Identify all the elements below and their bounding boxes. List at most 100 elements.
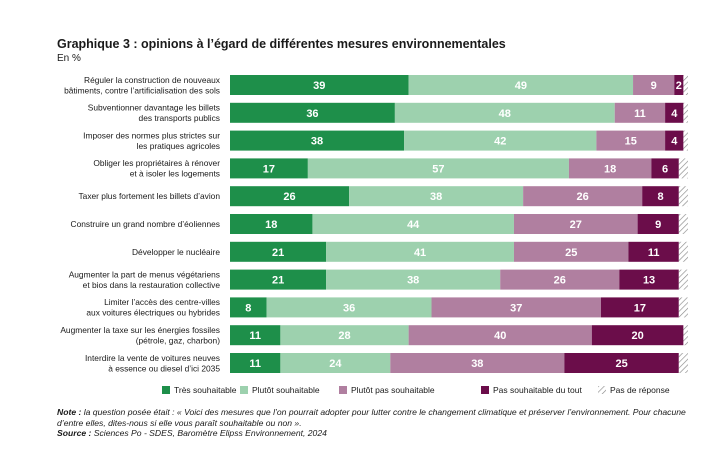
category-label: Imposer des normes plus strictes sur les …	[83, 130, 220, 151]
bar-segment	[642, 186, 679, 207]
chart-unit: En %	[57, 53, 81, 64]
category-label: Obliger les propriétaires à rénover et à …	[93, 158, 220, 179]
data-label: 39	[313, 80, 325, 92]
data-label: 2	[676, 80, 682, 92]
bar-segment	[678, 297, 688, 318]
bar-segment	[307, 158, 569, 179]
bar-segment	[404, 130, 597, 151]
note-label: Note :	[57, 407, 84, 417]
category-label: Réguler la construction de nouveaux bâtim…	[64, 75, 221, 96]
data-label: 11	[648, 247, 660, 259]
bar-segment	[568, 158, 652, 179]
data-label: 28	[338, 330, 350, 342]
bar-segment	[408, 75, 634, 95]
bar-segment	[651, 158, 679, 179]
data-label: 38	[311, 136, 323, 148]
data-label: 41	[414, 247, 426, 259]
category-label: Construire un grand nombre d’éoliennes	[71, 219, 220, 229]
data-label: 9	[655, 219, 661, 231]
bar-segment	[683, 325, 688, 346]
data-label: 9	[651, 80, 657, 92]
bar-segment	[591, 325, 684, 346]
data-label: 21	[272, 275, 284, 287]
bar-segment	[230, 325, 281, 346]
bar-segment	[683, 102, 688, 123]
bar-segment	[394, 102, 615, 123]
bar-segment	[431, 297, 601, 318]
bar-segment	[523, 186, 643, 207]
chart-note: Note : la question posée était : « Voici…	[57, 407, 697, 439]
data-label: 57	[432, 163, 444, 175]
bar-segment	[564, 353, 679, 373]
bar-segment	[326, 241, 514, 262]
bar-segment	[674, 75, 684, 95]
data-label: 24	[329, 358, 342, 370]
legend-label: Très souhaitable	[174, 385, 237, 395]
bar-segment	[513, 214, 638, 234]
bar-segment	[230, 186, 350, 207]
data-label: 6	[662, 163, 668, 175]
bar-segment	[683, 130, 688, 151]
bar-segment	[500, 269, 620, 290]
data-label: 38	[430, 191, 442, 203]
bar-segment	[266, 297, 432, 318]
bar-segment	[678, 269, 688, 290]
data-label: 26	[577, 191, 589, 203]
bar-segment	[312, 214, 514, 234]
bar-segment	[619, 269, 679, 290]
bar-segment	[230, 353, 281, 373]
legend-swatch	[240, 386, 248, 394]
bar-segment	[280, 353, 391, 373]
data-label: 42	[494, 136, 506, 148]
category-label: Augmenter la part de menus végétariens et…	[69, 269, 221, 290]
data-label: 44	[407, 219, 420, 231]
data-label: 37	[510, 302, 522, 314]
bar-segment	[390, 353, 565, 373]
bar-segment	[596, 130, 666, 151]
note-text: la question posée était : « Voici des me…	[57, 407, 686, 428]
bar-segment	[408, 325, 592, 346]
data-label: 25	[565, 247, 577, 259]
data-label: 4	[671, 108, 678, 120]
data-label: 15	[625, 136, 637, 148]
data-label: 17	[263, 163, 275, 175]
data-label: 36	[343, 302, 355, 314]
bar-segment	[665, 130, 684, 151]
bar-segment	[230, 241, 327, 262]
data-label: 11	[634, 108, 646, 120]
bar-segment	[633, 75, 675, 95]
legend-label: Plutôt pas souhaitable	[351, 385, 435, 395]
bar-segment	[683, 75, 688, 95]
bar-segment	[614, 102, 666, 123]
data-label: 40	[494, 330, 506, 342]
data-label: 20	[631, 330, 643, 342]
legend: Très souhaitable Plutôt souhaitable Plutôt…	[162, 385, 670, 395]
category-label: Limiter l’accès des centre-villes aux voi…	[86, 297, 220, 318]
bar-segment	[665, 102, 684, 123]
bar-segment	[230, 75, 409, 95]
bar-segment	[280, 325, 409, 346]
bar-segment	[230, 214, 313, 234]
bar-segment	[628, 241, 679, 262]
bar-segment	[230, 269, 327, 290]
legend-label: Plutôt souhaitable	[252, 385, 320, 395]
legend-swatch	[339, 386, 347, 394]
bar-segment	[513, 241, 629, 262]
data-label: 11	[249, 358, 261, 370]
legend-swatch	[598, 386, 606, 394]
data-label: 38	[407, 275, 419, 287]
category-label: Interdire la vente de voitures neuves à e…	[85, 353, 220, 374]
bar-segment	[678, 241, 688, 262]
bar-segment	[349, 186, 524, 207]
data-label: 18	[604, 163, 616, 175]
legend-label: Pas de réponse	[610, 385, 670, 395]
data-label: 8	[245, 302, 251, 314]
data-label: 11	[249, 330, 261, 342]
bar-segment	[600, 297, 679, 318]
bar-segment	[230, 158, 308, 179]
category-labels: Réguler la construction de nouveaux bâtim…	[60, 75, 221, 374]
chart-title: Graphique 3 : opinions à l’égard de diff…	[57, 37, 506, 51]
bar-segment	[326, 269, 501, 290]
legend-label: Pas souhaitable du tout	[493, 385, 582, 395]
data-label: 26	[554, 275, 566, 287]
